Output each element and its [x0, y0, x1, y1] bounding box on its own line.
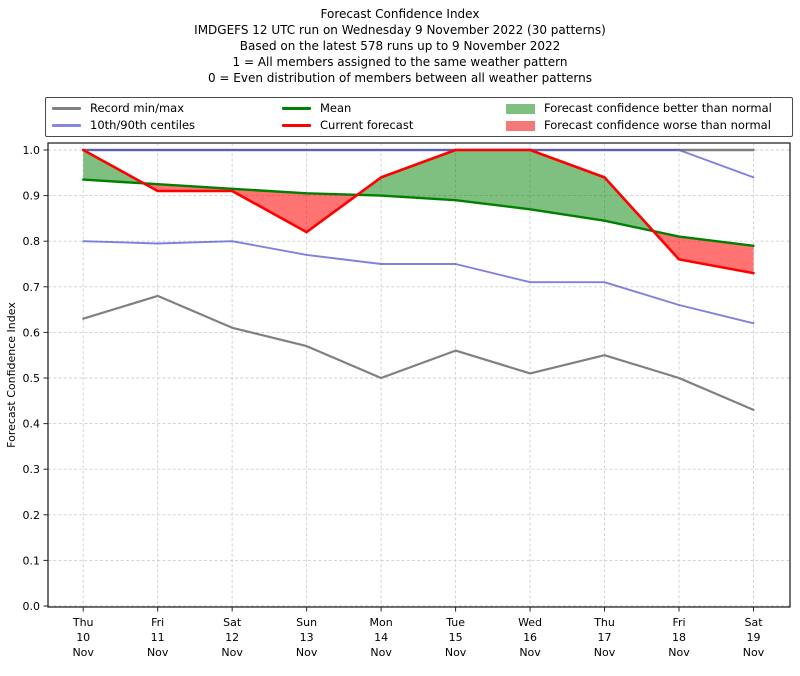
x-axis: Thu 10 Nov Fri 11 Nov Sat 12 Nov Sun 13 Nov Mon 14 Nov…: [72, 607, 765, 659]
confidence-better-swatch: [506, 103, 535, 114]
x-tick-label: Nov: [370, 646, 392, 659]
legend-label: Forecast confidence worse than normal: [544, 118, 771, 132]
y-tick-label: 1.0: [23, 144, 41, 157]
x-tick-label: 13: [300, 631, 314, 644]
x-tick-label: 10: [76, 631, 90, 644]
chart-subtitle-line: Based on the latest 578 runs up to 9 Nov…: [239, 39, 561, 53]
fill-better-region: [357, 150, 654, 232]
x-tick-label: 17: [598, 631, 612, 644]
y-tick-label: 0.9: [23, 190, 41, 203]
x-tick-label: 19: [747, 631, 761, 644]
legend-item-confidence-better: Forecast confidence better than normal: [506, 101, 786, 116]
x-tick-label: Nov: [221, 646, 243, 659]
series-line-record-min: [82, 294, 755, 411]
x-tick-label: Tue: [445, 616, 465, 629]
y-axis-title: Forecast Confidence Index: [5, 302, 18, 448]
y-tick-label: 0.4: [23, 418, 41, 431]
legend-label: 10th/90th centiles: [90, 118, 196, 132]
x-tick-label: Fri: [151, 616, 164, 629]
x-tick-label: Fri: [672, 616, 685, 629]
record-minmax-swatch: [52, 107, 81, 110]
chart-legend: Record min/max 10th/90th centiles Mean Curr…: [45, 97, 793, 137]
x-tick-label: 16: [523, 631, 537, 644]
x-tick-label: Nov: [72, 646, 94, 659]
x-tick-label: Mon: [370, 616, 393, 629]
fill-worse-region: [653, 231, 754, 274]
legend-label: Record min/max: [90, 101, 185, 115]
x-tick-label: Wed: [518, 616, 542, 629]
x-tick-label: Thu: [593, 616, 615, 629]
y-tick-label: 0.2: [23, 509, 41, 522]
x-tick-label: 12: [225, 631, 239, 644]
y-tick-label: 0.6: [23, 326, 41, 339]
y-axis: 0.0 0.1 0.2 0.3 0.4 0.5 0.6 0.7 0.8 0.9 1.0: [23, 144, 48, 613]
legend-item-confidence-worse: Forecast confidence worse than normal: [506, 118, 786, 133]
chart-subtitles: IMDGEFS 12 UTC run on Wednesday 9 Novemb…: [0, 22, 800, 86]
x-tick-label: Nov: [519, 646, 541, 659]
x-tick-label: Sun: [296, 616, 317, 629]
y-tick-label: 0.7: [23, 281, 41, 294]
y-tick-label: 0.1: [23, 554, 41, 567]
confidence-worse-swatch: [506, 120, 535, 131]
x-tick-label: Nov: [594, 646, 616, 659]
x-tick-label: Sat: [223, 616, 242, 629]
chart-subtitle-line: 0 = Even distribution of members between…: [207, 71, 593, 85]
chart-title: Forecast Confidence Index: [320, 7, 480, 21]
current-forecast-swatch: [282, 124, 311, 127]
x-tick-label: Nov: [147, 646, 169, 659]
x-tick-label: Sat: [744, 616, 763, 629]
legend-item-centiles: 10th/90th centiles: [52, 118, 282, 133]
x-tick-label: 14: [374, 631, 388, 644]
x-tick-label: 15: [449, 631, 463, 644]
legend-label: Mean: [320, 101, 352, 115]
y-tick-label: 0.5: [23, 372, 41, 385]
chart-subtitle-line: 1 = All members assigned to the same wea…: [232, 55, 568, 69]
x-tick-label: Nov: [668, 646, 690, 659]
series-line-10th-centile: [82, 240, 755, 325]
x-tick-label: Nov: [743, 646, 765, 659]
axis-frame: [47, 142, 791, 608]
legend-item-mean: Mean: [282, 101, 506, 116]
y-tick-label: 0.3: [23, 463, 41, 476]
y-tick-label: 0.0: [23, 600, 41, 613]
x-tick-label: Nov: [296, 646, 318, 659]
x-tick-label: 18: [672, 631, 686, 644]
fill-worse-region: [143, 183, 358, 233]
chart-subtitle-line: IMDGEFS 12 UTC run on Wednesday 9 Novemb…: [194, 23, 606, 37]
legend-item-record-minmax: Record min/max: [52, 101, 282, 116]
x-tick-label: Thu: [72, 616, 94, 629]
series-line-current-forecast: [81, 148, 755, 275]
x-tick-label: Nov: [445, 646, 467, 659]
series-line-90th-centile: [82, 149, 755, 179]
y-tick-label: 0.8: [23, 235, 41, 248]
x-tick-label: 11: [151, 631, 165, 644]
legend-label: Forecast confidence better than normal: [544, 101, 772, 115]
legend-label: Current forecast: [320, 118, 414, 132]
centiles-swatch: [52, 124, 81, 127]
series-line-mean: [81, 178, 755, 248]
legend-item-current-forecast: Current forecast: [282, 118, 506, 133]
grid: [48, 143, 790, 607]
mean-swatch: [282, 107, 311, 110]
chart-title-block: Forecast Confidence Index IMDGEFS 12 UTC…: [0, 6, 800, 86]
confidence-fill-regions: [83, 150, 754, 274]
